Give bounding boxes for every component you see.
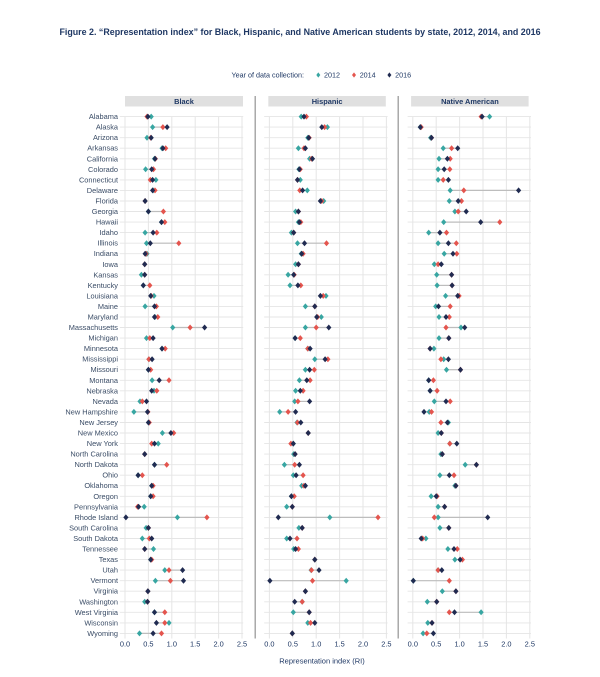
svg-text:0.5: 0.5 [431, 640, 441, 649]
svg-text:Wisconsin: Wisconsin [84, 618, 118, 627]
svg-text:Michigan: Michigan [88, 334, 118, 343]
svg-text:Maryland: Maryland [88, 313, 118, 322]
svg-text:Maine: Maine [98, 302, 118, 311]
svg-text:2012: 2012 [324, 71, 340, 80]
svg-text:Figure 2. “Representation inde: Figure 2. “Representation index” for Bla… [59, 27, 540, 37]
svg-text:Nevada: Nevada [93, 397, 119, 406]
svg-text:Kentucky: Kentucky [88, 281, 119, 290]
svg-text:Arizona: Arizona [93, 133, 119, 142]
svg-text:New Mexico: New Mexico [78, 429, 118, 438]
svg-text:Tennessee: Tennessee [82, 545, 118, 554]
svg-text:Colorado: Colorado [88, 165, 118, 174]
svg-text:Florida: Florida [95, 197, 118, 206]
svg-text:Massachusetts: Massachusetts [69, 323, 119, 332]
svg-text:Alaska: Alaska [96, 123, 119, 132]
svg-text:California: California [87, 154, 119, 163]
svg-text:2.5: 2.5 [237, 640, 247, 649]
svg-text:Utah: Utah [102, 566, 118, 575]
svg-text:Iowa: Iowa [102, 260, 119, 269]
svg-text:New Jersey: New Jersey [79, 418, 118, 427]
svg-text:Georgia: Georgia [92, 207, 119, 216]
svg-text:Ohio: Ohio [102, 471, 118, 480]
svg-text:Louisiana: Louisiana [86, 291, 119, 300]
svg-text:Texas: Texas [99, 555, 119, 564]
svg-text:South Dakota: South Dakota [73, 534, 119, 543]
svg-text:Montana: Montana [89, 376, 119, 385]
svg-text:Idaho: Idaho [100, 228, 119, 237]
svg-text:Hawaii: Hawaii [96, 218, 119, 227]
svg-text:Pennsylvania: Pennsylvania [74, 502, 119, 511]
svg-text:Representation index (RI): Representation index (RI) [279, 657, 365, 666]
svg-text:0.0: 0.0 [264, 640, 274, 649]
svg-text:Washington: Washington [79, 597, 118, 606]
svg-text:2.0: 2.0 [358, 640, 368, 649]
svg-text:0.0: 0.0 [120, 640, 130, 649]
svg-text:1.5: 1.5 [478, 640, 488, 649]
svg-text:1.5: 1.5 [190, 640, 200, 649]
svg-text:0.5: 0.5 [143, 640, 153, 649]
svg-text:1.0: 1.0 [454, 640, 464, 649]
svg-text:2.5: 2.5 [525, 640, 535, 649]
svg-text:Hispanic: Hispanic [312, 97, 343, 106]
svg-text:0.5: 0.5 [288, 640, 298, 649]
svg-text:Alabama: Alabama [89, 112, 119, 121]
svg-text:Nebraska: Nebraska [86, 386, 119, 395]
svg-text:New Hampshire: New Hampshire [65, 407, 118, 416]
svg-text:2.0: 2.0 [213, 640, 223, 649]
svg-text:Oregon: Oregon [93, 492, 118, 501]
svg-text:Rhode Island: Rhode Island [74, 513, 118, 522]
svg-text:Kansas: Kansas [93, 270, 118, 279]
svg-text:2016: 2016 [395, 71, 411, 80]
svg-text:Virginia: Virginia [93, 587, 118, 596]
svg-text:Connecticut: Connecticut [79, 175, 118, 184]
svg-text:Black: Black [174, 97, 195, 106]
svg-text:1.0: 1.0 [311, 640, 321, 649]
svg-text:Wyoming: Wyoming [87, 629, 118, 638]
svg-text:South Carolina: South Carolina [69, 523, 119, 532]
svg-text:1.0: 1.0 [167, 640, 177, 649]
svg-text:Missouri: Missouri [90, 365, 118, 374]
svg-text:Illinois: Illinois [97, 239, 118, 248]
svg-text:West Virginia: West Virginia [75, 608, 119, 617]
svg-text:Year of data collection:: Year of data collection: [232, 71, 304, 80]
svg-text:North Dakota: North Dakota [74, 460, 118, 469]
svg-text:New York: New York [87, 439, 119, 448]
svg-text:Indiana: Indiana [94, 249, 119, 258]
svg-text:2.0: 2.0 [501, 640, 511, 649]
svg-text:North Carolina: North Carolina [70, 450, 119, 459]
svg-text:2.5: 2.5 [381, 640, 391, 649]
svg-text:0.0: 0.0 [408, 640, 418, 649]
svg-text:Arkansas: Arkansas [87, 144, 118, 153]
svg-text:Mississippi: Mississippi [82, 355, 118, 364]
svg-text:1.5: 1.5 [334, 640, 344, 649]
svg-text:Native American: Native American [441, 97, 499, 106]
svg-text:Vermont: Vermont [90, 576, 118, 585]
svg-text:Oklahoma: Oklahoma [84, 481, 119, 490]
svg-text:2014: 2014 [360, 71, 376, 80]
svg-text:Minnesota: Minnesota [84, 344, 119, 353]
svg-text:Delaware: Delaware [87, 186, 118, 195]
